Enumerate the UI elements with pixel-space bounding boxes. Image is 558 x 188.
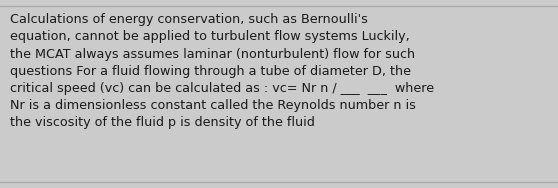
Text: Calculations of energy conservation, such as Bernoulli's
equation, cannot be app: Calculations of energy conservation, suc… [10, 13, 434, 129]
